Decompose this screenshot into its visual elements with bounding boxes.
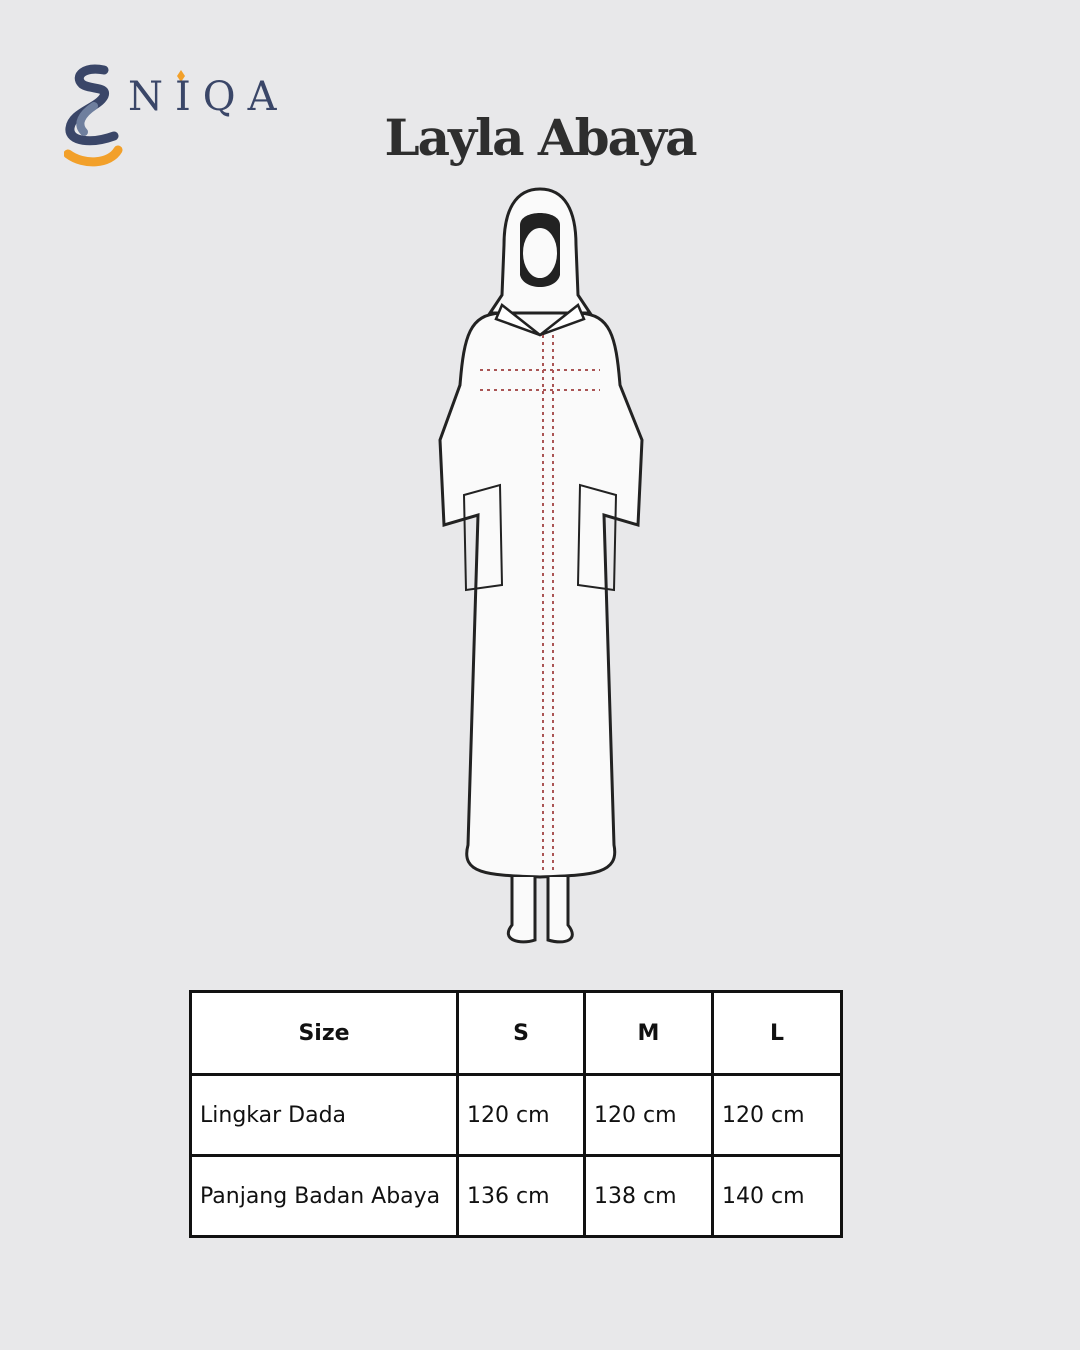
abaya-figure-illustration bbox=[438, 187, 644, 944]
row-label: Panjang Badan Abaya bbox=[189, 1154, 459, 1238]
header-size: Size bbox=[189, 990, 459, 1076]
size-chart-table: Size S M L Lingkar Dada 120 cm 120 cm 12… bbox=[189, 990, 843, 1238]
table-row: Lingkar Dada 120 cm 120 cm 120 cm bbox=[189, 1073, 843, 1157]
cell-value: 120 cm bbox=[456, 1073, 586, 1157]
page-title: Layla Abaya bbox=[384, 108, 697, 167]
header-s: S bbox=[456, 990, 586, 1076]
brand-logo-icon bbox=[64, 64, 185, 167]
cell-value: 136 cm bbox=[456, 1154, 586, 1238]
cell-value: 138 cm bbox=[583, 1154, 714, 1238]
table-header-row: Size S M L bbox=[189, 990, 843, 1076]
cell-value: 140 cm bbox=[711, 1154, 843, 1238]
brand-name: NIQA bbox=[128, 74, 289, 120]
header-m: M bbox=[583, 990, 714, 1076]
table-row: Panjang Badan Abaya 136 cm 138 cm 140 cm bbox=[189, 1154, 843, 1238]
row-label: Lingkar Dada bbox=[189, 1073, 459, 1157]
cell-value: 120 cm bbox=[583, 1073, 714, 1157]
header-l: L bbox=[711, 990, 843, 1076]
cell-value: 120 cm bbox=[711, 1073, 843, 1157]
